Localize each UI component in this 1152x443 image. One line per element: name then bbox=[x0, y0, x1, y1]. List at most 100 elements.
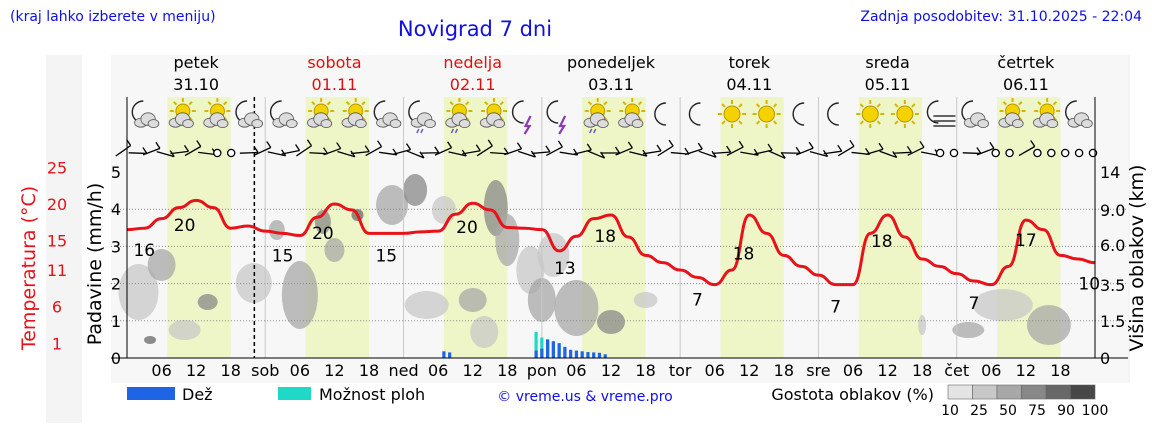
x-tick-label: 18 bbox=[221, 361, 241, 380]
wind-barb bbox=[809, 151, 828, 157]
moon-cloud-icon bbox=[235, 100, 264, 129]
sun-icon bbox=[718, 100, 746, 128]
sun-cloud-icon bbox=[168, 98, 196, 129]
moon-cloud-icon bbox=[1065, 100, 1093, 129]
wind-barb bbox=[128, 152, 147, 155]
cloud-blob bbox=[633, 292, 658, 308]
sun-cloud-rain-icon bbox=[445, 98, 473, 134]
cloud-blob bbox=[431, 196, 456, 224]
last-update: Zadnja posodobitev: 31.10.2025 - 22:04 bbox=[860, 9, 1142, 25]
cloud-density-scale: 10 25 50 75 90 100 bbox=[941, 384, 1108, 419]
density-step-label: 50 bbox=[999, 403, 1017, 419]
cloud-blob bbox=[403, 174, 428, 206]
cloud-blob bbox=[324, 238, 345, 262]
day-name: sreda bbox=[865, 53, 909, 72]
temperature-tick-label: 1 bbox=[52, 334, 62, 353]
day-labels: petek 31.10 sobota 01.11 nedelja 02.11 ponedel… bbox=[173, 53, 1055, 94]
cloud-shape bbox=[216, 119, 229, 129]
temperature-value-label: 15 bbox=[272, 246, 294, 266]
cloud-blob bbox=[118, 264, 159, 320]
precip-tick-label: 0 bbox=[111, 349, 121, 368]
wind-barb-feather bbox=[155, 141, 161, 149]
temperature-tick-label: 25 bbox=[47, 158, 67, 177]
wind-barb-feather bbox=[808, 141, 814, 149]
wind-barb-feather bbox=[753, 148, 759, 156]
x-tick-label: 12 bbox=[463, 361, 483, 380]
temperature-value-label: 13 bbox=[554, 259, 576, 279]
wind-barb bbox=[615, 147, 633, 156]
precip-tick-label: 3 bbox=[111, 237, 121, 256]
sun-ray bbox=[465, 101, 470, 106]
moon-cloud-icon bbox=[373, 100, 402, 129]
sun-ray bbox=[721, 103, 726, 108]
rain-drop bbox=[593, 128, 597, 134]
wind-calm-marker bbox=[1074, 148, 1084, 158]
wind-barb bbox=[115, 145, 132, 157]
temperature-value-label: 20 bbox=[456, 218, 478, 238]
wind-barb-feather bbox=[614, 146, 621, 154]
wind-barb bbox=[962, 152, 981, 155]
temperature-value-label: 10 bbox=[1078, 274, 1100, 294]
temperature-value-label: 15 bbox=[375, 246, 397, 266]
sun-ray bbox=[755, 103, 761, 108]
temperature-axis-title: Temperatura (°C) bbox=[18, 186, 40, 351]
sun-ray bbox=[637, 101, 643, 106]
cloud-height-tick-label: 0 bbox=[1100, 349, 1110, 368]
precip-tick-label: 4 bbox=[111, 200, 121, 219]
sun-ray bbox=[859, 103, 864, 108]
rain-drop bbox=[454, 128, 459, 134]
sun-ray bbox=[876, 103, 881, 108]
wind-barb-feather bbox=[976, 147, 982, 154]
sun-disc bbox=[758, 105, 776, 123]
x-tick-label: 18 bbox=[497, 361, 517, 380]
wind-calm-marker bbox=[1047, 148, 1056, 158]
wind-barb bbox=[337, 150, 356, 158]
moon-icon bbox=[654, 102, 666, 126]
sun-ray bbox=[361, 101, 366, 106]
cloud-blob bbox=[168, 320, 201, 340]
day-date: 05.11 bbox=[865, 75, 911, 94]
wind-barb-feather bbox=[281, 149, 287, 157]
x-tick-label: ned bbox=[389, 361, 419, 380]
wind-calm-marker bbox=[213, 148, 222, 158]
copyright-link[interactable]: © vreme.us & vreme.pro bbox=[497, 389, 672, 405]
wind-barb bbox=[351, 150, 370, 155]
wind-calm-marker bbox=[226, 148, 236, 158]
wind-barb bbox=[823, 150, 842, 155]
sun-ray bbox=[188, 101, 193, 106]
temperature-value-label: 16 bbox=[133, 241, 155, 261]
precip-bar bbox=[592, 352, 596, 358]
density-swatch bbox=[1070, 384, 1096, 400]
precip-tick-label: 1 bbox=[111, 312, 121, 331]
daytime-band bbox=[167, 97, 231, 358]
temperature-line bbox=[126, 198, 1096, 287]
wind-barb bbox=[517, 150, 536, 158]
sun-ray bbox=[738, 103, 743, 108]
temperature-value-label: 7 bbox=[692, 290, 703, 310]
wind-barb-feather bbox=[656, 144, 662, 152]
wind-barb bbox=[309, 152, 328, 155]
wind-barb bbox=[796, 147, 814, 156]
location-hint[interactable]: (kraj lahko izberete v meniju) bbox=[10, 9, 216, 25]
precip-bar bbox=[557, 343, 561, 358]
precipitation-bars bbox=[442, 331, 607, 358]
x-tick-label: sob bbox=[251, 361, 279, 380]
wind-calm-marker bbox=[949, 148, 959, 158]
cloud-blob bbox=[537, 233, 570, 277]
sun-disc bbox=[896, 105, 914, 123]
x-tick-label: 18 bbox=[359, 361, 379, 380]
rain-drop bbox=[450, 128, 455, 134]
wind-barb-feather bbox=[697, 142, 703, 150]
sun-ray bbox=[326, 101, 332, 106]
precip-tick-label: 5 bbox=[111, 163, 121, 182]
wind-barb bbox=[712, 151, 731, 155]
right-axis-panel bbox=[1128, 55, 1130, 383]
precip-bar bbox=[563, 346, 567, 358]
cloud-shape bbox=[493, 119, 506, 129]
moon-crescent bbox=[827, 102, 839, 126]
sun-ray bbox=[738, 120, 743, 125]
cloud-blob bbox=[972, 289, 1033, 321]
temperature-tick-label: 6 bbox=[52, 298, 62, 317]
wind-barb-feather bbox=[586, 143, 592, 151]
